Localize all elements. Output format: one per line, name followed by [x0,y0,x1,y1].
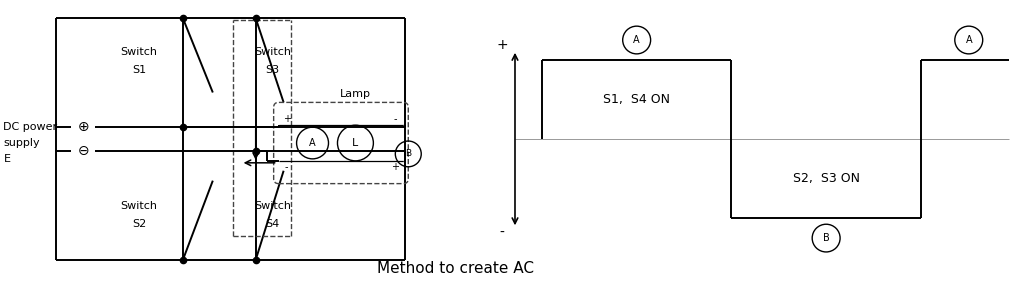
Text: E: E [3,154,10,164]
Text: Switch: Switch [121,47,158,57]
Text: -: - [393,114,397,124]
Text: -: - [285,162,289,172]
Text: +: + [497,38,508,52]
Text: Switch: Switch [121,201,158,211]
Text: Switch: Switch [254,47,291,57]
Text: supply: supply [3,138,40,148]
Text: -: - [500,226,505,240]
Text: S2,  S3 ON: S2, S3 ON [793,172,859,185]
Text: A: A [966,35,972,45]
Text: Switch: Switch [254,201,291,211]
Text: ⊖: ⊖ [78,144,89,158]
Text: B: B [822,233,829,243]
Text: S1,  S4 ON: S1, S4 ON [603,93,670,106]
Text: S1: S1 [132,65,146,75]
Text: A: A [309,138,315,148]
Text: +: + [391,162,399,172]
Text: ⊕: ⊕ [78,120,89,134]
Text: A: A [634,35,640,45]
Text: L: L [352,138,358,148]
Text: B: B [406,149,412,158]
Text: S2: S2 [132,219,146,229]
Text: Method to create AC: Method to create AC [377,261,534,276]
Text: DC power: DC power [3,122,57,132]
Text: Lamp: Lamp [340,89,371,99]
Text: +: + [283,114,291,124]
Text: S4: S4 [265,219,280,229]
Text: S3: S3 [265,65,280,75]
